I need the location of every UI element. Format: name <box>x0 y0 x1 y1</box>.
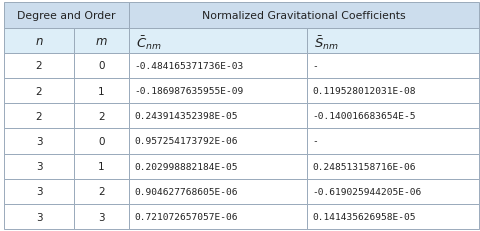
Text: 2: 2 <box>36 111 42 121</box>
Bar <box>306 154 478 179</box>
Bar <box>74 79 129 104</box>
Bar <box>4 79 74 104</box>
Text: Degree and Order: Degree and Order <box>17 11 115 21</box>
Bar <box>129 3 478 29</box>
Text: 0.141435626958E-05: 0.141435626958E-05 <box>312 212 415 221</box>
Bar <box>306 129 478 154</box>
Bar <box>306 104 478 129</box>
Bar <box>129 129 306 154</box>
Bar <box>74 179 129 204</box>
Text: Normalized Gravitational Coefficients: Normalized Gravitational Coefficients <box>202 11 405 21</box>
Bar <box>4 3 129 29</box>
Bar <box>306 204 478 229</box>
Text: 2: 2 <box>98 111 105 121</box>
Bar <box>74 54 129 79</box>
Bar <box>306 29 478 54</box>
Text: 3: 3 <box>36 137 42 146</box>
Text: 0: 0 <box>98 61 105 71</box>
Bar <box>306 79 478 104</box>
Bar <box>4 129 74 154</box>
Bar <box>74 204 129 229</box>
Bar <box>129 79 306 104</box>
Text: 0.721072657057E-06: 0.721072657057E-06 <box>134 212 238 221</box>
Text: 0.248513158716E-06: 0.248513158716E-06 <box>312 162 415 171</box>
Text: 1: 1 <box>98 86 105 96</box>
Text: -0.140016683654E-5: -0.140016683654E-5 <box>312 112 415 121</box>
Text: 2: 2 <box>98 187 105 197</box>
Text: $\bar{S}_{nm}$: $\bar{S}_{nm}$ <box>313 34 338 52</box>
Bar <box>129 29 306 54</box>
Bar <box>74 129 129 154</box>
Text: 0.119528012031E-08: 0.119528012031E-08 <box>312 87 415 96</box>
Bar <box>4 54 74 79</box>
Bar <box>4 204 74 229</box>
Text: 2: 2 <box>36 86 42 96</box>
Bar <box>306 179 478 204</box>
Bar <box>129 154 306 179</box>
Text: -0.619025944205E-06: -0.619025944205E-06 <box>312 187 421 196</box>
Text: -: - <box>312 137 318 146</box>
Text: -0.484165371736E-03: -0.484165371736E-03 <box>134 62 243 71</box>
Text: 3: 3 <box>36 212 42 222</box>
Text: $\bar{C}_{nm}$: $\bar{C}_{nm}$ <box>136 34 161 52</box>
Text: m: m <box>96 35 107 48</box>
Bar <box>129 204 306 229</box>
Bar <box>129 104 306 129</box>
Text: 2: 2 <box>36 61 42 71</box>
Text: n: n <box>35 35 43 48</box>
Bar <box>74 154 129 179</box>
Bar <box>4 154 74 179</box>
Text: 3: 3 <box>98 212 105 222</box>
Text: 0.202998882184E-05: 0.202998882184E-05 <box>134 162 238 171</box>
Text: 3: 3 <box>36 161 42 171</box>
Text: 0.904627768605E-06: 0.904627768605E-06 <box>134 187 238 196</box>
Bar <box>74 29 129 54</box>
Text: -: - <box>312 62 318 71</box>
Bar <box>4 179 74 204</box>
Text: 0.243914352398E-05: 0.243914352398E-05 <box>134 112 238 121</box>
Text: -0.186987635955E-09: -0.186987635955E-09 <box>134 87 243 96</box>
Text: 1: 1 <box>98 161 105 171</box>
Bar <box>4 104 74 129</box>
Bar <box>129 179 306 204</box>
Bar <box>74 104 129 129</box>
Bar <box>4 29 74 54</box>
Bar <box>306 54 478 79</box>
Bar <box>129 54 306 79</box>
Text: 0: 0 <box>98 137 105 146</box>
Text: 3: 3 <box>36 187 42 197</box>
Text: 0.957254173792E-06: 0.957254173792E-06 <box>134 137 238 146</box>
